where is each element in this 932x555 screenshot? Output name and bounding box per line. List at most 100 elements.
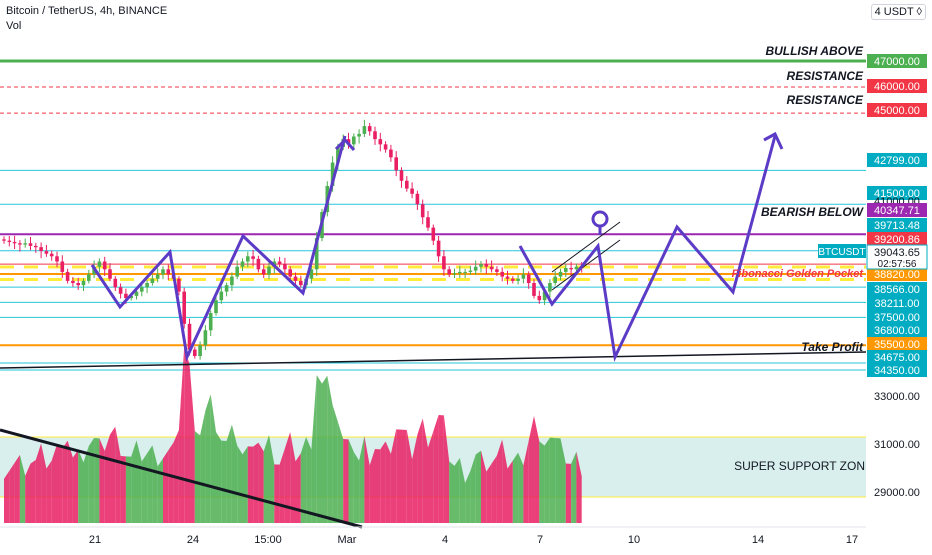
candle [140,287,144,292]
candle [256,258,261,270]
volume-area [189,364,195,523]
candle [261,269,266,275]
candle [2,239,6,241]
price-tag [867,296,927,310]
volume-area [104,434,110,523]
volume-area [380,441,386,523]
price-tag [867,310,927,324]
price-tag [867,79,927,93]
candle [34,245,38,248]
volume-area [406,430,413,523]
volume-area [343,439,349,523]
annotation-label: SUPER SUPPORT ZONE [734,459,873,473]
volume-area [507,460,513,523]
volume-area [433,415,439,523]
price-axis-label: 31000.00 [874,439,920,451]
candle [224,285,229,292]
volume-area [157,458,163,523]
candle [198,345,202,357]
candle [399,170,404,181]
price-tag-label: 41500.00 [874,188,920,200]
annotation-label: RESISTANCE [787,69,864,83]
price-tag-label: 47000.00 [874,56,920,68]
candle [505,276,510,279]
candle [193,349,197,357]
volume-area [311,375,317,523]
volume-area [576,451,582,523]
price-tag [867,282,927,296]
volume-area [57,444,63,523]
currency-selector[interactable]: 4 USDT ◊ [870,4,926,20]
volume-area [19,454,26,523]
candle [240,261,245,267]
candle [161,269,165,275]
price-tag-label: 36800.00 [874,325,920,337]
candle [208,313,213,331]
volume-area [465,470,471,523]
candle [166,269,171,275]
candle [203,330,208,346]
candle [267,266,271,275]
price-tag [867,232,927,246]
candle [182,291,186,324]
candle [55,256,59,262]
candle [426,217,430,228]
candle [187,323,192,350]
volume-area [295,453,301,523]
candle [383,144,388,150]
price-tag-label: 42799.00 [874,155,920,167]
volume-area [417,418,423,523]
candle [389,149,393,158]
volume-area [390,429,397,523]
channel-line-lower [551,239,621,291]
candle [44,251,49,254]
candle [442,256,446,270]
volume-label: Vol [6,20,22,32]
candle [246,256,250,262]
volume-area [110,426,116,523]
volume-area [459,457,466,523]
time-axis-label: Mar [338,534,357,546]
volume-area [205,394,211,523]
volume-area [221,440,227,523]
volume-area [62,440,68,523]
volume-area [428,431,434,523]
candle [97,261,102,267]
volume-area [125,456,132,523]
volume-area [359,436,365,523]
volume-area [290,432,296,523]
candle [569,268,573,270]
annotation-label: Take Profit [801,340,864,354]
price-tag-label: 34350.00 [874,365,920,377]
candle [336,146,340,163]
volume-area [168,442,174,523]
volume-area [449,461,455,523]
candle [134,291,139,296]
candle [155,274,160,279]
price-tag [867,323,927,337]
candle [495,269,499,272]
candle [60,261,65,272]
volume-area [231,424,238,523]
wave-arrow-2 [763,131,784,150]
volume-area [152,445,158,523]
candle [378,139,383,145]
price-tag [867,54,927,68]
candle [76,283,80,286]
volume-area [51,444,57,523]
candle [463,271,467,273]
time-axis-label: 4 [442,534,448,546]
volume-area [253,442,259,523]
volume-area [518,452,524,523]
candle [309,269,314,279]
volume-area [83,446,89,523]
candle [18,243,22,245]
candle [108,269,112,279]
volume-area [327,375,333,523]
candle [28,243,33,246]
volume-area [496,439,503,523]
volume-area [401,429,407,523]
volume-area [375,449,381,523]
